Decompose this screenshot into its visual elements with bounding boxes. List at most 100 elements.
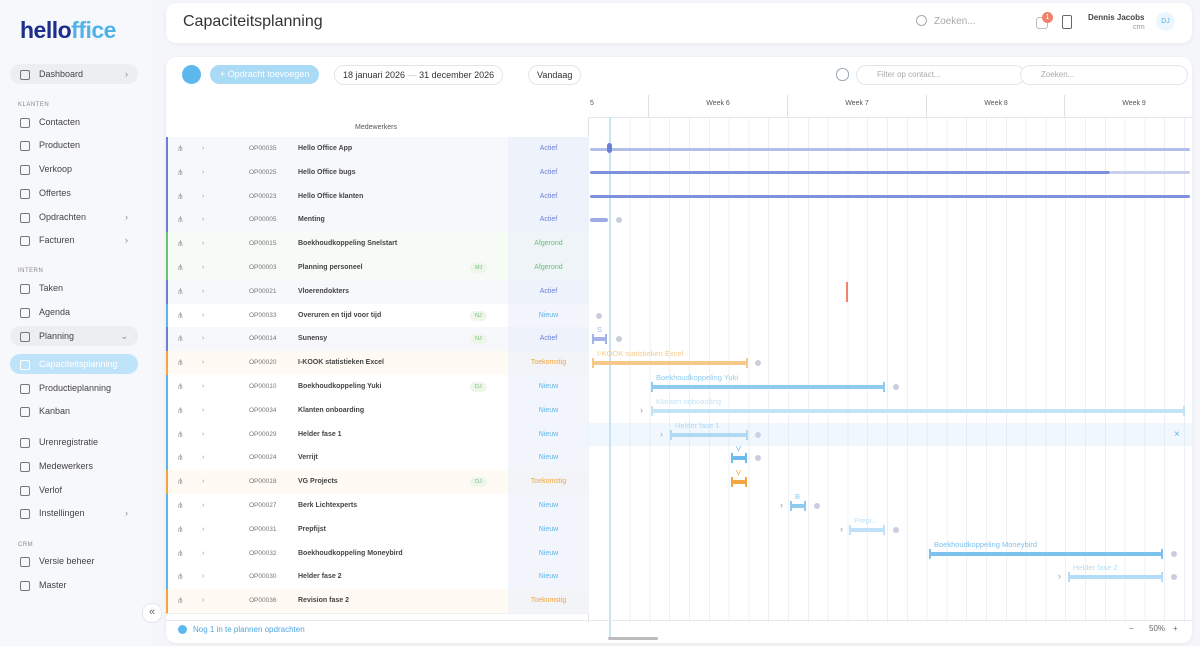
row-name: Hello Office App [298, 145, 353, 152]
contact-filter[interactable]: Filter op contact... [856, 65, 1025, 85]
toolbar-search[interactable]: Zoeken... [1020, 65, 1188, 85]
table-row[interactable]: ⋔ › OP00032 Boekhoudkoppeling Moneybird Nieu… [166, 541, 589, 567]
table-row[interactable]: ⋔ › OP00034 Klanten onboarding Nieuw [166, 398, 589, 424]
notification-badge: 1 [1042, 12, 1053, 23]
nav-label: Contacten [39, 117, 81, 127]
nav-label: Instellingen [39, 508, 85, 518]
tree-icon: ⋔ [177, 405, 184, 415]
nav-item[interactable]: Verkoop [10, 159, 138, 179]
row-code: OP00032 [249, 549, 277, 557]
nav-item[interactable]: Producten [10, 135, 138, 155]
table-row[interactable]: ⋔ › OP00031 Prepfijst Nieuw [166, 517, 589, 543]
gantt-bar [1068, 575, 1163, 580]
row-code: OP00036 [249, 597, 277, 605]
tree-icon: ⋔ [177, 501, 184, 510]
expand-chevron: › [202, 549, 205, 557]
nav-item[interactable]: Agenda [10, 302, 138, 322]
table-row[interactable]: ⋔ › OP00033 Overuren en tijd voor tijd NJ Nie… [166, 303, 589, 329]
nav-label: Verkoop [39, 164, 73, 174]
nav-item[interactable]: Urenregistratie [10, 432, 138, 452]
table-row[interactable]: ⋔ › OP00015 Boekhoudkoppeling Snelstart Afge… [166, 232, 589, 257]
table-row[interactable]: ⋔ › OP00025 Hello Office bugs Actief [166, 160, 589, 186]
bar-end [592, 358, 594, 369]
bar-end [1068, 572, 1070, 583]
nav-chevron: › [125, 508, 128, 518]
table-row[interactable]: ⋔ › OP00020 I-KOOK statistieken Excel Toekom… [166, 351, 589, 376]
nav-icon [20, 557, 30, 567]
table-row[interactable]: ⋔ › OP00021 Vloerendokters Actief [166, 279, 589, 305]
nav-item[interactable]: Medewerkers [10, 456, 138, 476]
nav-item[interactable]: Contacten [10, 112, 138, 132]
bar-end [790, 501, 792, 511]
row-status: Actief [508, 279, 589, 304]
table-row[interactable]: ⋔ › OP00035 Hello Office App Actief [166, 137, 589, 162]
nav-item[interactable]: Kanban [10, 401, 138, 421]
row-name: Helder fase 1 [298, 430, 342, 438]
avatar[interactable]: DJ [1156, 12, 1175, 31]
date-to: 31 december 2026 [419, 70, 495, 80]
date-dash: — [407, 70, 417, 80]
gantt-bar [929, 551, 1163, 556]
header-search[interactable]: Zoeken... [934, 16, 976, 27]
nav-item[interactable]: Dashboard › [10, 64, 138, 84]
table-row[interactable]: ⋔ › OP00029 Helder fase 1 Nieuw [166, 422, 589, 448]
unplanned-link[interactable]: Nog 1 in te plannen opdrachten [193, 625, 305, 634]
gantt-bar [731, 456, 747, 461]
table-head [166, 95, 587, 141]
week-divider [926, 95, 927, 117]
tree-icon: ⋔ [177, 239, 184, 249]
gantt-line [590, 171, 1110, 175]
refresh-icon[interactable] [836, 68, 849, 81]
zoom-in[interactable]: + [1173, 624, 1178, 633]
expand-chevron: › [202, 240, 205, 248]
row-highlight [588, 422, 1192, 447]
page-title: Capaciteitsplanning [183, 13, 323, 30]
expand-chevron: › [202, 406, 205, 414]
table-row[interactable]: ⋔ › OP00003 Planning personeel MJ Afgerond [166, 256, 589, 281]
table-row[interactable]: ⋔ › OP00024 Verrijt Nieuw [166, 446, 589, 472]
table-row[interactable]: ⋔ › OP00027 Berk Lichtexperts Nieuw [166, 494, 589, 519]
collapse-button[interactable]: « [142, 603, 162, 623]
bar-end [651, 405, 653, 416]
nav-item[interactable]: Instellingen › [10, 503, 138, 523]
today-button[interactable]: Vandaag [528, 65, 582, 85]
nav-item[interactable]: Versie beheer [10, 551, 138, 571]
gantt-dot [755, 360, 761, 367]
week-label: Week 7 [845, 100, 869, 107]
nav-item[interactable]: Facturen › [10, 230, 138, 250]
nav-item[interactable]: Verlof [10, 480, 138, 500]
nav-item[interactable]: Capaciteitsplanning [10, 354, 138, 374]
row-status: Nieuw [508, 375, 589, 399]
table-row[interactable]: ⋔ › OP00014 Sunensy NJ Actief [166, 327, 589, 353]
week-divider [648, 95, 649, 117]
bar-end [746, 358, 748, 369]
table-row[interactable]: ⋔ › OP00036 Revision fase 2 Toekomstig [166, 589, 589, 614]
table-row[interactable]: ⋔ › OP00018 VG Projects DJ Toekomstig [166, 470, 589, 495]
bar-end [592, 334, 594, 345]
nav-label: Capaciteitsplanning [39, 359, 118, 369]
nav-icon [20, 384, 30, 394]
nav-item[interactable]: Taken [10, 278, 138, 298]
zoom-out[interactable]: − [1129, 624, 1134, 633]
nav-icon [20, 509, 30, 519]
bar-end [746, 429, 748, 440]
scrollbar[interactable] [608, 637, 658, 640]
nav-item[interactable]: Offertes [10, 183, 138, 203]
add-button[interactable]: + Opdracht toevoegen [210, 65, 320, 84]
nav-item[interactable]: Planning ⌄ [10, 326, 138, 346]
table-row[interactable]: ⋔ › OP00010 Boekhoudkoppeling Yuki DJ Nieuw [166, 375, 589, 400]
table-row[interactable]: ⋔ › OP00030 Helder fase 2 Nieuw [166, 565, 589, 591]
nav-item[interactable]: Master [10, 575, 138, 595]
doc-icon[interactable] [1062, 15, 1072, 29]
nav-label: Verlof [39, 485, 63, 495]
nav-item[interactable]: Productieplanning [10, 378, 138, 398]
table-row[interactable]: ⋔ › OP00005 Menting Actief [166, 208, 589, 234]
week-label: 5 [590, 100, 594, 107]
row-code: OP00024 [249, 454, 277, 462]
list-button[interactable] [182, 65, 201, 84]
nav-label: Agenda [39, 307, 71, 317]
nav-item[interactable]: Opdrachten › [10, 207, 138, 227]
date-range[interactable]: 18 januari 2026 — 31 december 2026 [334, 65, 504, 85]
row-status: Nieuw [508, 303, 589, 328]
table-row[interactable]: ⋔ › OP00023 Hello Office klanten Actief [166, 184, 589, 210]
